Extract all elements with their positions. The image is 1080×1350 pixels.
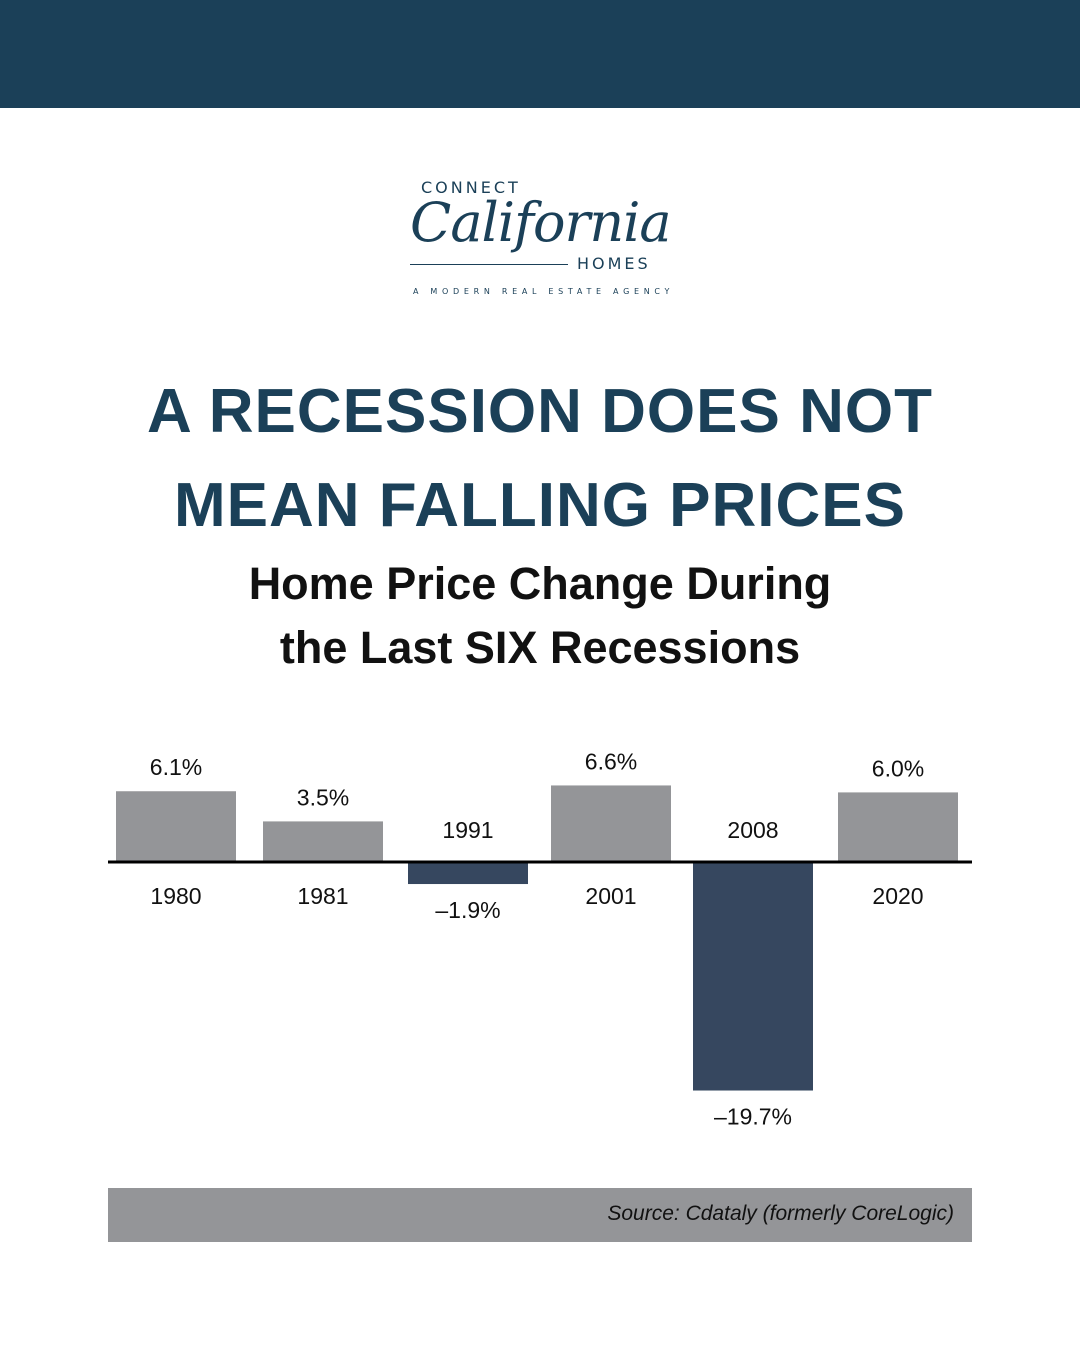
chart-subtitle: Home Price Change During the Last SIX Re…: [0, 552, 1080, 680]
brand-connect-text: CONNECT: [421, 178, 521, 197]
value-label-1980: 6.1%: [150, 754, 202, 780]
subtitle-line-2: the Last SIX Recessions: [279, 622, 801, 673]
brand-logo: CONNECT California HOMES A MODERN REAL E…: [380, 170, 700, 305]
category-label-2008: 2008: [727, 817, 778, 843]
bar-1981: [263, 821, 383, 862]
category-label-1981: 1981: [297, 883, 348, 909]
category-label-1980: 1980: [150, 883, 201, 909]
brand-underline: [410, 264, 568, 265]
source-bar: Source: Cdataly (formerly CoreLogic): [108, 1188, 972, 1242]
value-label-2008: –19.7%: [714, 1104, 792, 1130]
bar-2008: [693, 862, 813, 1091]
value-label-2001: 6.6%: [585, 748, 637, 774]
category-label-1991: 1991: [442, 817, 493, 843]
headline: A RECESSION DOES NOT MEAN FALLING PRICES: [0, 365, 1080, 553]
headline-line-1: A RECESSION DOES NOT: [147, 377, 933, 446]
bar-1991: [408, 862, 528, 885]
subtitle-line-1: Home Price Change During: [248, 558, 832, 609]
source-text: Source: Cdataly (formerly CoreLogic): [607, 1202, 954, 1225]
bar-1980: [116, 791, 236, 862]
value-label-2020: 6.0%: [872, 755, 924, 781]
headline-line-2: MEAN FALLING PRICES: [173, 471, 907, 540]
bar-2001: [551, 785, 671, 862]
category-label-2020: 2020: [872, 883, 923, 909]
value-label-1981: 3.5%: [297, 784, 349, 810]
top-band: [0, 0, 1080, 108]
recession-bar-chart: 6.1% 1980 3.5% 1981 –1.9% 1991 6.6% 2001 –19.7% 2…: [108, 748, 972, 1130]
brand-homes-text: HOMES: [577, 254, 651, 273]
category-label-2001: 2001: [585, 883, 636, 909]
brand-tagline: A MODERN REAL ESTATE AGENCY: [413, 287, 675, 296]
bar-2020: [838, 792, 958, 862]
brand-script-text: California: [410, 191, 672, 254]
value-label-1991: –1.9%: [435, 897, 500, 923]
